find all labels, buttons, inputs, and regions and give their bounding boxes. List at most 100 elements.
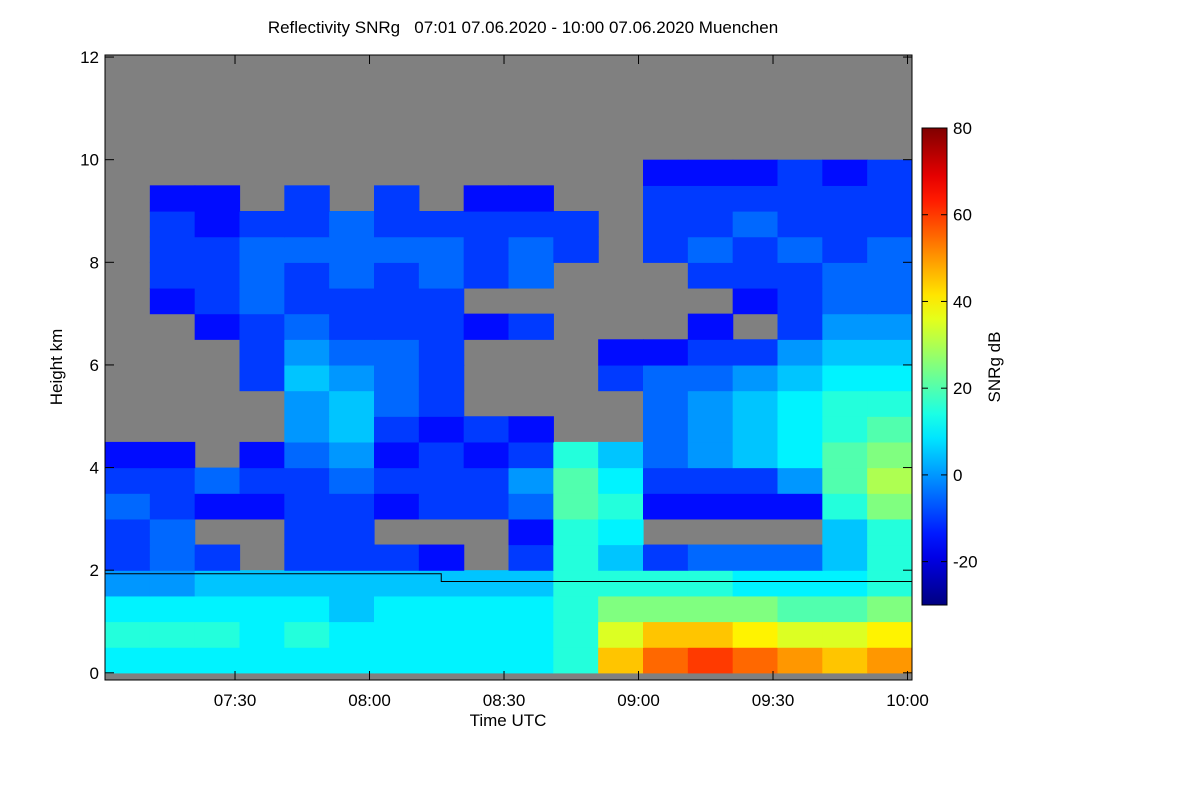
heatmap-cell	[374, 262, 420, 289]
heatmap-cell	[239, 339, 285, 366]
heatmap-cell	[598, 493, 644, 520]
heatmap-cell	[284, 595, 330, 623]
heatmap-cell	[105, 570, 151, 597]
heatmap-cell	[329, 313, 375, 340]
heatmap-cell	[732, 595, 779, 623]
heatmap-cell	[508, 621, 554, 648]
heatmap-cell	[284, 390, 330, 417]
heatmap-cell	[687, 621, 734, 648]
heatmap-cell	[553, 210, 599, 238]
heatmap-cell	[553, 236, 599, 263]
heatmap-cell	[194, 570, 241, 597]
heatmap-cell	[553, 544, 599, 571]
heatmap-cell	[822, 390, 868, 417]
heatmap-cell	[329, 262, 375, 289]
heatmap-cell	[867, 313, 912, 340]
heatmap-cell	[418, 467, 465, 494]
heatmap-cell	[508, 262, 554, 289]
heatmap-cell	[687, 185, 734, 212]
heatmap-cell	[374, 364, 420, 392]
heatmap-cell	[105, 467, 151, 494]
heatmap-cell	[463, 467, 510, 494]
heatmap-cell	[822, 159, 868, 186]
chart-title: Reflectivity SNRg 07:01 07.06.2020 - 10:…	[268, 18, 778, 37]
heatmap-cell	[643, 210, 689, 238]
heatmap-cell	[508, 467, 554, 494]
heatmap-cell	[598, 339, 644, 366]
heatmap-cell	[418, 262, 465, 289]
heatmap-cell	[374, 621, 420, 648]
heatmap-cell	[239, 647, 285, 674]
heatmap-cell	[284, 467, 330, 494]
heatmap-cell	[777, 236, 823, 263]
heatmap-cell	[687, 390, 734, 417]
heatmap-cell	[643, 236, 689, 263]
heatmap-cell	[777, 210, 823, 238]
heatmap-cell	[239, 595, 285, 623]
y-tick-label: 8	[90, 253, 99, 272]
heatmap-cell	[822, 364, 868, 392]
heatmap-cell	[239, 313, 285, 340]
heatmap-cell	[329, 441, 375, 469]
heatmap-cell	[508, 185, 554, 212]
heatmap-cell	[329, 518, 375, 546]
heatmap-cell	[149, 621, 196, 648]
colorbar-tick-label: 60	[953, 206, 972, 225]
heatmap-cell	[687, 493, 734, 520]
heatmap-cell	[105, 518, 151, 546]
heatmap-cell	[284, 647, 330, 674]
heatmap-cell	[687, 236, 734, 263]
heatmap-cell	[508, 236, 554, 263]
heatmap-cell	[418, 287, 465, 315]
heatmap-cell	[105, 544, 151, 571]
heatmap-cell	[374, 185, 420, 212]
heatmap-cell	[643, 185, 689, 212]
heatmap-cell	[598, 621, 644, 648]
x-tick-label: 09:30	[752, 691, 795, 710]
heatmap-cell	[418, 339, 465, 366]
heatmap-cell	[643, 339, 689, 366]
heatmap-cell	[687, 595, 734, 623]
heatmap-cell	[687, 467, 734, 494]
heatmap-cell	[149, 518, 196, 546]
x-tick-label: 08:00	[348, 691, 391, 710]
heatmap-cell	[105, 595, 151, 623]
heatmap-cell	[329, 621, 375, 648]
heatmap-cell	[553, 441, 599, 469]
heatmap-cell	[777, 621, 823, 648]
heatmap-cell	[149, 262, 196, 289]
heatmap-cell	[463, 210, 510, 238]
heatmap-cell	[508, 518, 554, 546]
heatmap-cell	[553, 493, 599, 520]
colorbar-label: SNRg dB	[985, 332, 1004, 403]
heatmap-cell	[508, 210, 554, 238]
heatmap-cell	[777, 467, 823, 494]
reference-line	[105, 573, 912, 582]
heatmap-cell	[374, 313, 420, 340]
heatmap-cell	[867, 518, 912, 546]
heatmap-cell	[777, 595, 823, 623]
heatmap-cell	[418, 390, 465, 417]
heatmap-cell	[867, 416, 912, 443]
heatmap-cell	[867, 570, 912, 597]
colorbar-tick-label: 20	[953, 379, 972, 398]
heatmap-cell	[194, 595, 241, 623]
heatmap-cell	[149, 287, 196, 315]
heatmap-cell	[598, 467, 644, 494]
heatmap-cell	[732, 570, 779, 597]
heatmap-cell	[194, 313, 241, 340]
heatmap-cell	[732, 185, 779, 212]
heatmap-cell	[105, 621, 151, 648]
heatmap-cell	[643, 647, 689, 674]
heatmap-cell	[643, 544, 689, 571]
heatmap-cell	[463, 236, 510, 263]
heatmap-cell	[822, 493, 868, 520]
heatmap-cell	[732, 621, 779, 648]
heatmap-cell	[777, 287, 823, 315]
heatmap-cell	[149, 236, 196, 263]
heatmap-cell	[777, 313, 823, 340]
heatmap-cell	[687, 159, 734, 186]
heatmap-cell	[463, 570, 510, 597]
heatmap-cell	[329, 467, 375, 494]
